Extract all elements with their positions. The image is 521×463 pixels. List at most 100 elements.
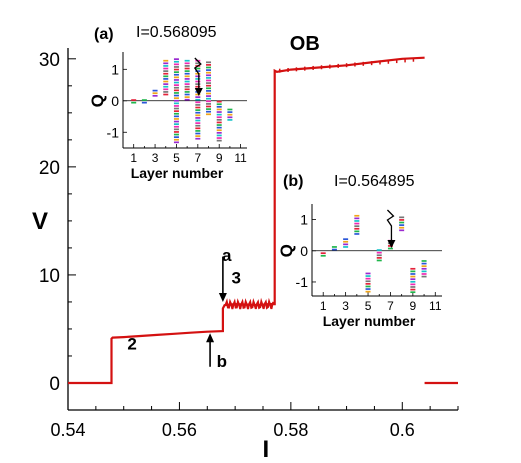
inset-charge-mark bbox=[399, 224, 405, 226]
inset-y-tick-label: 1 bbox=[111, 61, 119, 77]
inset-charge-mark bbox=[216, 139, 222, 142]
inset-x-tick-label: 5 bbox=[365, 299, 372, 313]
inset-charge-mark bbox=[184, 83, 190, 85]
inset-charge-mark bbox=[206, 110, 212, 113]
inset-charge-mark bbox=[163, 93, 169, 96]
inset-charge-mark bbox=[163, 70, 169, 72]
inset-charge-mark bbox=[410, 291, 416, 294]
inset-charge-mark bbox=[399, 216, 405, 219]
inset-charge-mark bbox=[152, 94, 158, 97]
annotation-label: a bbox=[222, 246, 232, 265]
inset-charge-mark bbox=[195, 119, 201, 122]
inset-charge-mark bbox=[195, 135, 201, 137]
inset-charge-mark bbox=[343, 246, 349, 248]
x-axis-label: I bbox=[262, 436, 269, 463]
inset-charge-mark bbox=[195, 83, 201, 85]
inset-charge-mark bbox=[195, 132, 201, 135]
y-tick-label: 10 bbox=[39, 266, 60, 287]
inset-charge-mark bbox=[206, 97, 212, 100]
inset-charge-mark bbox=[184, 62, 190, 65]
inset-y-tick-label: 0 bbox=[111, 93, 119, 109]
inset-x-tick-label: 11 bbox=[429, 299, 442, 313]
inset-charge-mark bbox=[399, 226, 405, 229]
inset-charge-mark bbox=[152, 89, 158, 92]
inset-charge-mark bbox=[227, 116, 233, 119]
inset-charge-mark bbox=[320, 254, 326, 257]
inset-charge-mark bbox=[195, 98, 201, 101]
inset-charge-mark bbox=[216, 111, 222, 113]
inset-y-tick-label: 0 bbox=[300, 243, 308, 259]
inset-x-tick-label: 5 bbox=[173, 151, 180, 165]
inset-charge-mark bbox=[184, 85, 190, 88]
inset-charge-mark bbox=[216, 126, 222, 129]
inset-charge-mark bbox=[173, 71, 179, 73]
inset-charge-mark bbox=[195, 93, 201, 96]
inset-charge-mark bbox=[173, 81, 179, 84]
inset-charge-mark bbox=[354, 214, 360, 217]
inset-charge-mark bbox=[173, 58, 179, 60]
inset-y-tick-label: 1 bbox=[300, 212, 308, 228]
inset-charge-mark bbox=[365, 283, 371, 285]
inset-charge-mark bbox=[173, 112, 179, 115]
inset-charge-mark bbox=[131, 101, 137, 104]
inset-charge-mark bbox=[216, 113, 222, 116]
inset-charge-mark bbox=[206, 79, 212, 82]
inset-x-tick-label: 7 bbox=[194, 151, 201, 165]
inset-charge-mark bbox=[195, 75, 201, 78]
inset-charge-mark bbox=[163, 65, 169, 67]
inset-charge-mark bbox=[195, 114, 201, 117]
inset-x-label: Layer number bbox=[323, 313, 416, 329]
wavy-arrow-shaft bbox=[386, 209, 395, 242]
x-tick-label: 0.58 bbox=[273, 420, 308, 440]
inset-charge-mark bbox=[365, 275, 371, 277]
inset-charge-mark bbox=[365, 290, 371, 293]
inset-charge-mark bbox=[421, 273, 427, 275]
inset-charge-mark bbox=[173, 131, 179, 133]
inset-charge-mark bbox=[331, 246, 337, 248]
inset-charge-mark bbox=[206, 71, 212, 74]
inset-charge-mark bbox=[206, 92, 212, 95]
inset-charge-mark bbox=[206, 95, 212, 97]
inset-charge-mark bbox=[195, 130, 201, 132]
inset-charge-mark bbox=[184, 98, 190, 101]
inset-charge-mark bbox=[206, 66, 212, 69]
inset-charge-mark bbox=[227, 119, 233, 121]
inset-panel-label: (b) bbox=[283, 173, 303, 190]
inset-charge-mark bbox=[421, 267, 427, 270]
wavy-arrow-shaft bbox=[193, 57, 202, 90]
inset-charge-mark bbox=[227, 113, 233, 116]
inset-charge-mark bbox=[141, 101, 147, 104]
x-tick-label: 0.54 bbox=[50, 420, 85, 440]
inset-charge-mark bbox=[365, 285, 371, 288]
inset-a: 1 3 5 7 9 11 -1 0 1 Q Layer number (a) I=0.568095 bbox=[88, 24, 247, 181]
inset-charge-mark bbox=[206, 82, 212, 84]
inset-charge-mark bbox=[184, 70, 190, 72]
inset-charge-mark bbox=[173, 92, 179, 94]
inset-charge-mark bbox=[216, 100, 222, 103]
inset-charge-mark bbox=[173, 86, 179, 89]
y-axis-label: V bbox=[32, 208, 48, 235]
inset-charge-mark bbox=[163, 67, 169, 70]
inset-x-tick-label: 1 bbox=[320, 299, 327, 313]
inset-charge-mark bbox=[399, 221, 405, 224]
inset-charge-mark bbox=[173, 97, 179, 99]
wavy-arrow-head bbox=[194, 88, 203, 96]
inset-x-tick-label: 9 bbox=[410, 299, 417, 313]
inset-charge-mark bbox=[206, 113, 212, 116]
inset-charge-mark bbox=[173, 133, 179, 136]
inset-charge-mark bbox=[206, 77, 212, 79]
inset-charge-mark bbox=[173, 120, 179, 123]
inset-charge-mark bbox=[173, 68, 179, 71]
inset-charge-mark bbox=[173, 73, 179, 76]
inset-charge-mark bbox=[354, 220, 360, 222]
inset-charge-mark bbox=[184, 78, 190, 80]
inset-charge-mark bbox=[184, 72, 190, 75]
inset-charge-mark bbox=[354, 233, 360, 235]
annotation-label: 3 bbox=[232, 269, 241, 288]
inset-title: I=0.568095 bbox=[136, 24, 217, 41]
inset-charge-mark bbox=[173, 110, 179, 112]
inset-x-tick-label: 9 bbox=[216, 151, 223, 165]
inset-charge-mark bbox=[421, 275, 427, 278]
